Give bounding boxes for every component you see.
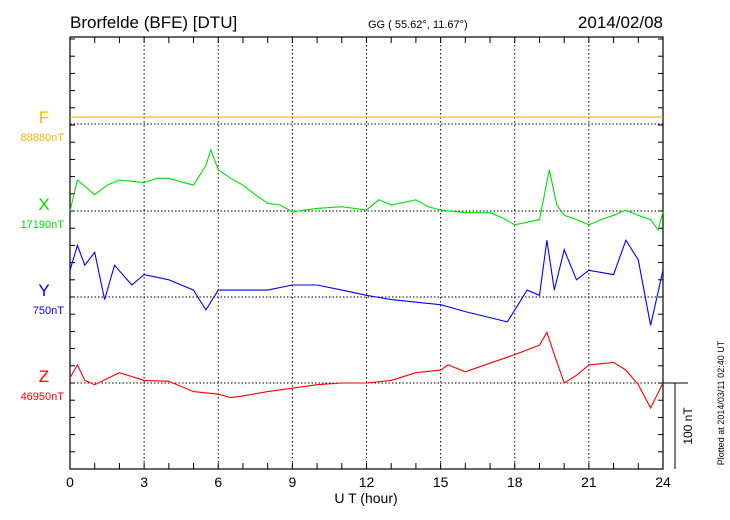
series-x-label: X xyxy=(38,195,49,214)
series-y-line xyxy=(69,238,664,326)
coordinates: GG ( 55.62°, 11.67°) xyxy=(368,19,468,31)
scale-bar-label: 100 nT xyxy=(681,407,695,445)
series-z-line xyxy=(69,330,664,410)
date: 2014/02/08 xyxy=(578,13,663,32)
series-y-baseline-value: 750nT xyxy=(33,305,64,317)
series-f-label: F xyxy=(39,108,49,127)
x-tick-label: 12 xyxy=(359,474,375,490)
series-y-label: Y xyxy=(38,281,49,300)
series-z-label: Z xyxy=(39,367,49,386)
x-tick-label: 3 xyxy=(140,474,148,490)
series-f-baseline-value: 88880nT xyxy=(21,132,65,144)
x-tick-label: 6 xyxy=(214,474,222,490)
x-tick-label: 21 xyxy=(581,474,597,490)
station-title: Brorfelde (BFE) [DTU] xyxy=(70,13,237,32)
x-tick-label: 0 xyxy=(66,474,74,490)
x-tick-label: 24 xyxy=(655,474,671,490)
plotted-timestamp: Plotted at 2014/03/11 02:40 UT xyxy=(716,340,726,465)
x-axis-label: U T (hour) xyxy=(334,490,397,506)
series-x-line xyxy=(69,148,664,232)
x-tick-label: 18 xyxy=(507,474,523,490)
x-tick-label: 15 xyxy=(433,474,449,490)
series-x-baseline-value: 17190nT xyxy=(21,219,65,231)
series-z-baseline-value: 46950nT xyxy=(21,391,65,403)
x-tick-label: 9 xyxy=(288,474,296,490)
